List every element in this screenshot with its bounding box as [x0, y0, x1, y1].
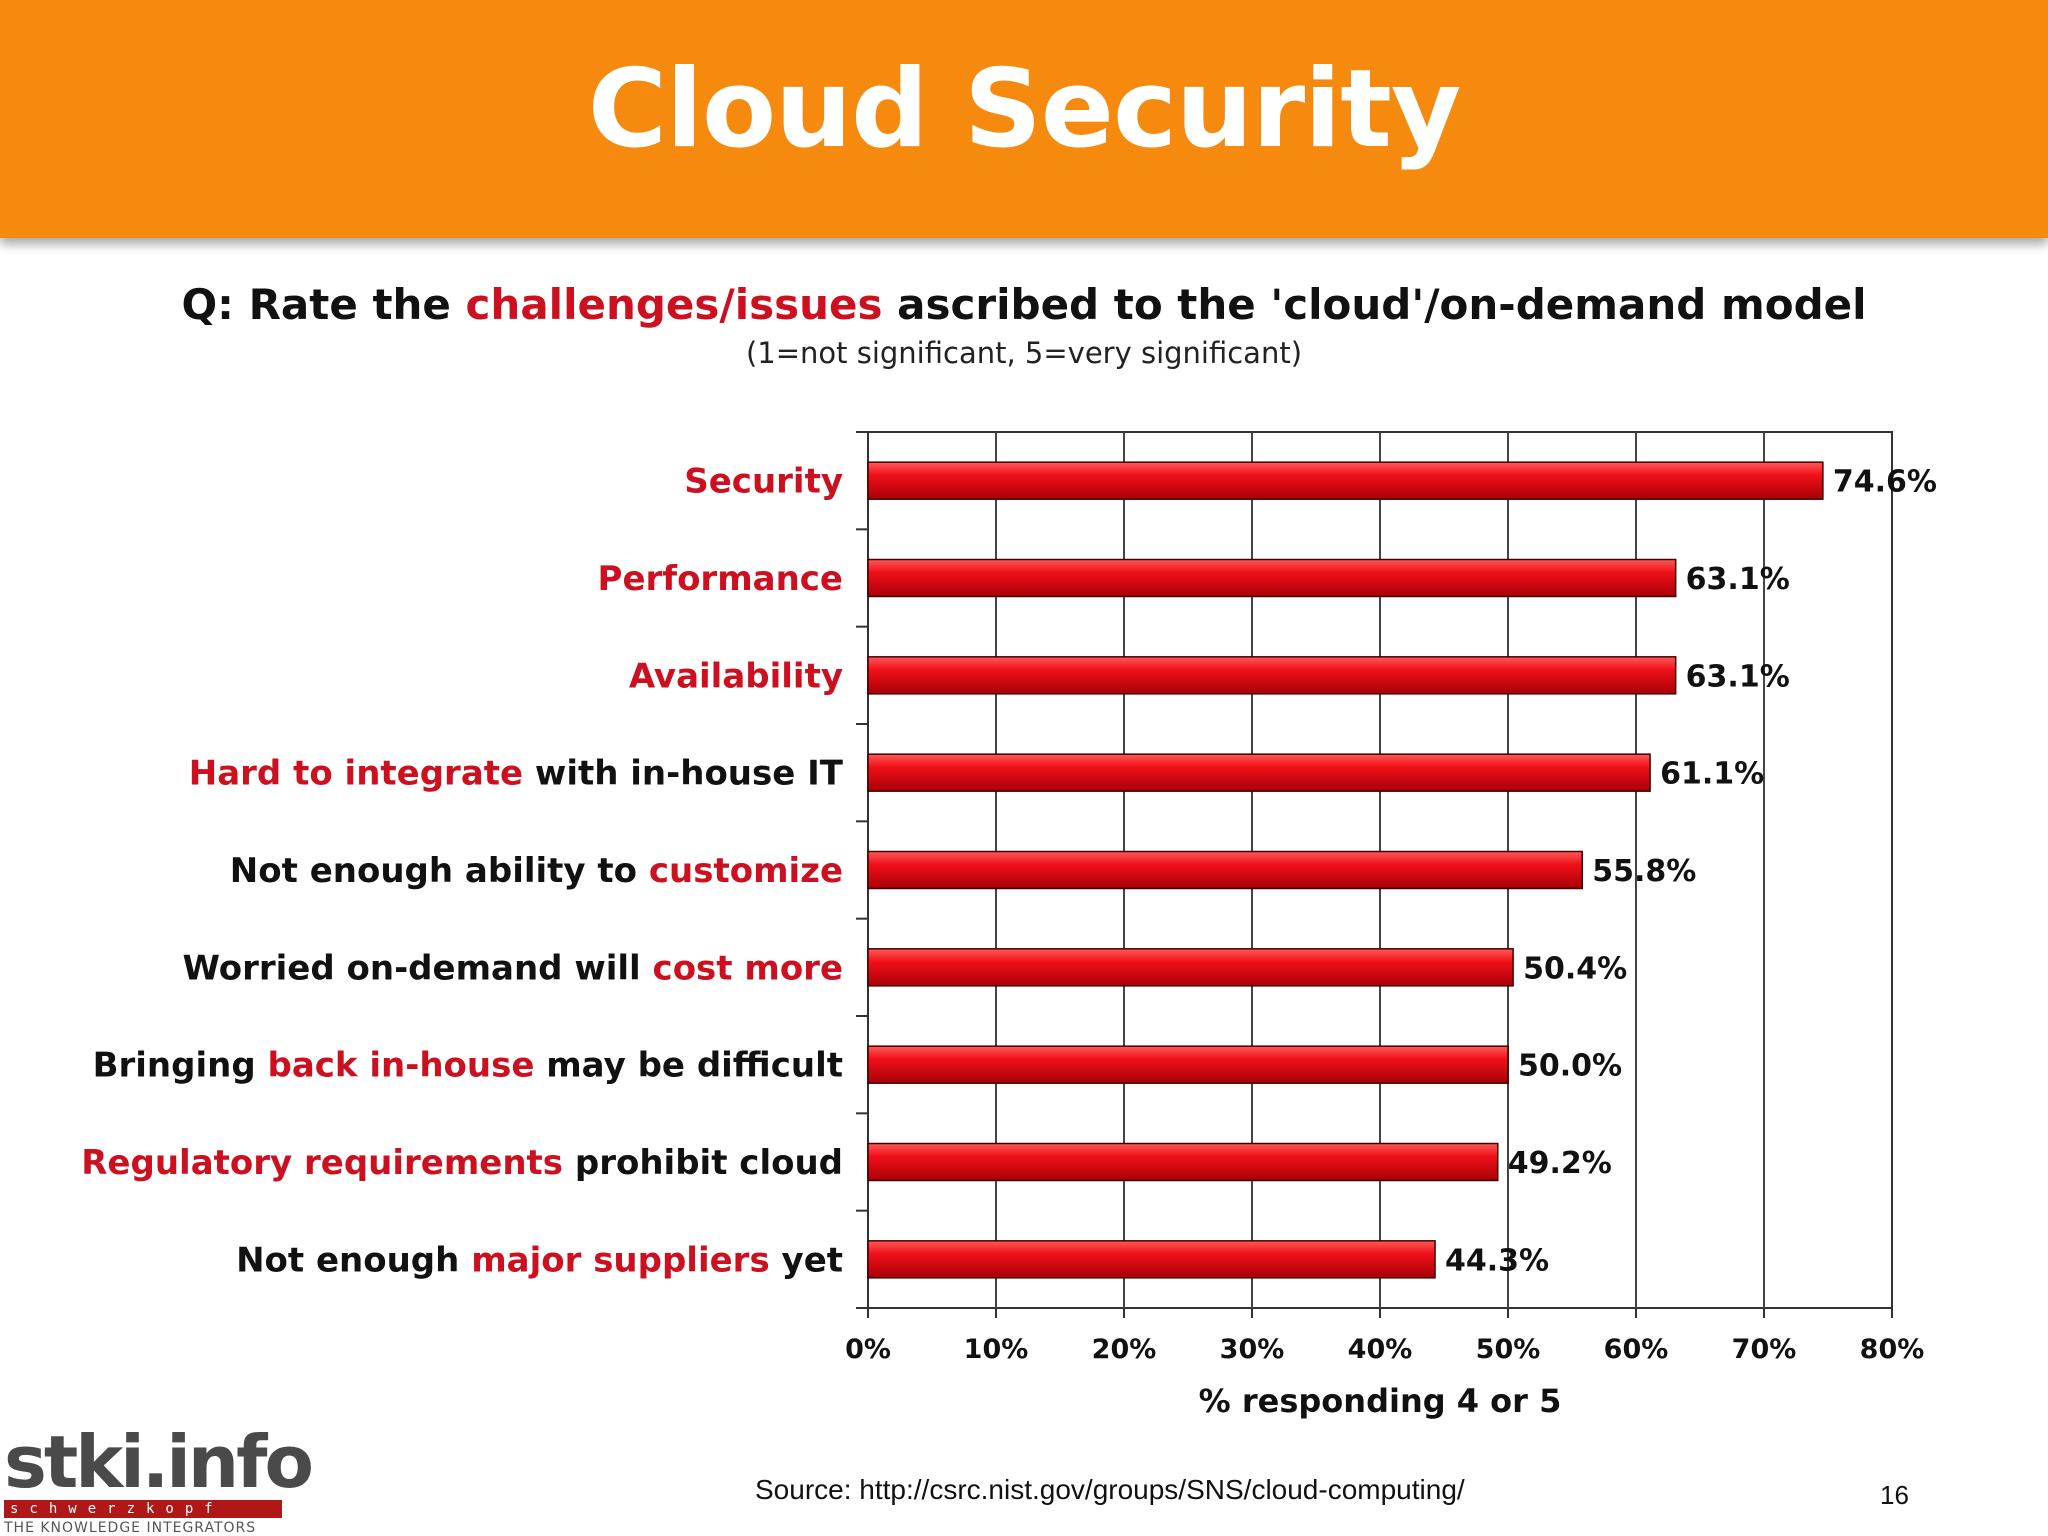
x-tick-label: 20% — [1092, 1334, 1157, 1365]
category-label-part: back in-house — [268, 1046, 535, 1086]
category-label: Availability — [629, 656, 843, 696]
question-suffix: ascribed to the 'cloud'/on-demand model — [882, 280, 1867, 329]
title-bar: Cloud Security — [0, 0, 2048, 238]
category-label: Not enough ability to customize — [230, 851, 843, 891]
bar — [867, 1045, 1509, 1084]
data-label: 50.4% — [1523, 951, 1627, 986]
category-label-part: cost more — [653, 948, 843, 988]
chart-question: Q: Rate the challenges/issues ascribed t… — [0, 280, 2048, 329]
category-label-part: may be difficult — [534, 1046, 843, 1086]
category-label-part: Hard to integrate — [189, 754, 523, 794]
category-label-part: Availability — [629, 656, 843, 696]
category-label-part: Bringing — [93, 1046, 268, 1086]
x-tick-label: 0% — [845, 1334, 891, 1365]
bar — [867, 1240, 1436, 1279]
stki-logo: stki.info schwerzkopf THE KNOWLEDGE INTE… — [4, 1420, 314, 1536]
question-highlight: challenges/issues — [465, 280, 883, 329]
data-label: 55.8% — [1592, 854, 1696, 889]
category-label-part: Worried on-demand will — [182, 948, 652, 988]
bar — [867, 558, 1677, 598]
data-label: 49.2% — [1508, 1146, 1612, 1181]
chart-subtitle: (1=not significant, 5=very significant) — [745, 336, 1303, 370]
category-label: Hard to integrate with in-house IT — [189, 754, 844, 794]
x-tick-label: 80% — [1860, 1334, 1925, 1365]
category-label-part: prohibit cloud — [563, 1143, 843, 1183]
category-label-part: with in-house IT — [523, 754, 844, 794]
bar — [867, 461, 1824, 500]
bar — [867, 850, 1583, 890]
category-label: Security — [684, 462, 843, 502]
logo-tagline: THE KNOWLEDGE INTEGRATORS — [4, 1520, 257, 1536]
bar — [867, 1142, 1499, 1182]
logo-strip: schwerzkopf — [4, 1500, 282, 1518]
x-tick-label: 30% — [1220, 1334, 1285, 1365]
page-number: 16 — [1880, 1480, 1909, 1510]
question-prefix: Q: Rate the — [181, 280, 466, 329]
category-label-part: Not enough ability to — [230, 851, 649, 891]
data-label: 74.6% — [1833, 465, 1937, 500]
category-label-part: customize — [649, 851, 843, 891]
category-label: Regulatory requirements prohibit cloud — [81, 1143, 843, 1183]
category-label-part: major suppliers — [471, 1240, 769, 1280]
bar — [867, 753, 1651, 792]
x-tick-label: 10% — [964, 1334, 1029, 1365]
category-label: Worried on-demand will cost more — [182, 948, 843, 988]
category-label-part: Performance — [598, 559, 843, 599]
data-label: 44.3% — [1445, 1243, 1549, 1278]
category-label-part: Security — [684, 462, 843, 502]
category-label-part: Not enough — [236, 1240, 471, 1280]
category-label: Bringing back in-house may be difficult — [93, 1046, 843, 1086]
category-label: Performance — [598, 559, 843, 599]
logo-wordmark: stki.info — [4, 1420, 314, 1504]
category-label-part: yet — [770, 1240, 843, 1280]
data-label: 63.1% — [1686, 562, 1790, 597]
data-label: 50.0% — [1518, 1049, 1622, 1084]
data-label: 61.1% — [1660, 757, 1764, 792]
slide-title: Cloud Security — [587, 46, 1462, 172]
x-axis-title: % responding 4 or 5 — [1199, 1382, 1562, 1420]
bar — [867, 948, 1514, 987]
source-citation: Source: http://csrc.nist.gov/groups/SNS/… — [755, 1474, 1465, 1505]
x-tick-label: 50% — [1476, 1334, 1541, 1365]
x-tick-label: 70% — [1732, 1334, 1797, 1365]
category-label-part: Regulatory requirements — [81, 1143, 563, 1183]
category-label: Not enough major suppliers yet — [236, 1240, 843, 1280]
bar — [867, 656, 1677, 695]
x-tick-label: 40% — [1348, 1334, 1413, 1365]
bar-chart: 74.6% Security 63.1% Performance 63.1% Availa… — [81, 431, 1937, 1420]
data-label: 63.1% — [1686, 659, 1790, 694]
x-tick-label: 60% — [1604, 1334, 1669, 1365]
